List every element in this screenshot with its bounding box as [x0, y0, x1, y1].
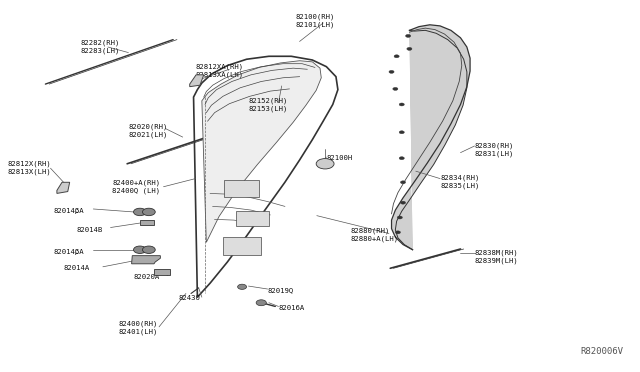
Text: 82016A: 82016A	[278, 305, 305, 311]
Text: 82830(RH)
82831(LH): 82830(RH) 82831(LH)	[474, 142, 514, 157]
Bar	[224, 180, 259, 197]
Polygon shape	[57, 182, 70, 193]
Circle shape	[389, 70, 394, 73]
Text: 82019Q: 82019Q	[268, 288, 294, 294]
Circle shape	[396, 231, 401, 234]
Text: 82014B: 82014B	[76, 227, 102, 233]
Polygon shape	[202, 61, 321, 242]
Text: 82152(RH)
82153(LH): 82152(RH) 82153(LH)	[248, 97, 288, 112]
Text: 82430: 82430	[178, 295, 200, 301]
Text: 82100H: 82100H	[326, 155, 353, 161]
Polygon shape	[132, 256, 161, 264]
Circle shape	[407, 47, 412, 50]
Text: 82812XA(RH)
82813XA(LH): 82812XA(RH) 82813XA(LH)	[195, 64, 244, 78]
Circle shape	[397, 216, 403, 219]
Circle shape	[401, 201, 406, 204]
Text: 82100(RH)
82101(LH): 82100(RH) 82101(LH)	[296, 14, 335, 28]
Text: R820006V: R820006V	[580, 347, 623, 356]
Text: 82020A: 82020A	[134, 274, 160, 280]
Text: 82282(RH)
82283(LH): 82282(RH) 82283(LH)	[81, 40, 120, 54]
Text: 82014βA: 82014βA	[53, 208, 84, 214]
Circle shape	[134, 208, 147, 216]
Polygon shape	[392, 25, 470, 250]
Circle shape	[401, 181, 406, 184]
Text: 82880(RH)
82880+A(LH): 82880(RH) 82880+A(LH)	[351, 228, 399, 242]
Text: 82014βA: 82014βA	[53, 249, 84, 255]
Circle shape	[406, 35, 411, 37]
Bar	[154, 269, 170, 275]
Bar	[223, 237, 261, 254]
Circle shape	[393, 87, 398, 90]
Circle shape	[237, 284, 246, 289]
Circle shape	[394, 55, 399, 58]
Bar	[236, 211, 269, 226]
Polygon shape	[193, 56, 338, 297]
Text: 82812X(RH)
82813X(LH): 82812X(RH) 82813X(LH)	[7, 161, 51, 176]
Circle shape	[399, 103, 404, 106]
Text: 82014A: 82014A	[63, 265, 90, 271]
Polygon shape	[189, 75, 204, 87]
Text: 82834(RH)
82835(LH): 82834(RH) 82835(LH)	[440, 174, 479, 189]
Circle shape	[399, 157, 404, 160]
Bar	[140, 221, 154, 225]
Text: 82020(RH)
82021(LH): 82020(RH) 82021(LH)	[129, 124, 168, 138]
Circle shape	[134, 246, 147, 253]
Circle shape	[316, 158, 334, 169]
Text: 82838M(RH)
82839M(LH): 82838M(RH) 82839M(LH)	[474, 249, 518, 264]
Circle shape	[399, 131, 404, 134]
Circle shape	[143, 208, 156, 216]
Circle shape	[256, 300, 266, 306]
Text: 82400+A(RH)
82400Q (LH): 82400+A(RH) 82400Q (LH)	[113, 180, 161, 194]
Text: 82400(RH)
82401(LH): 82400(RH) 82401(LH)	[119, 320, 158, 335]
Circle shape	[143, 246, 156, 253]
